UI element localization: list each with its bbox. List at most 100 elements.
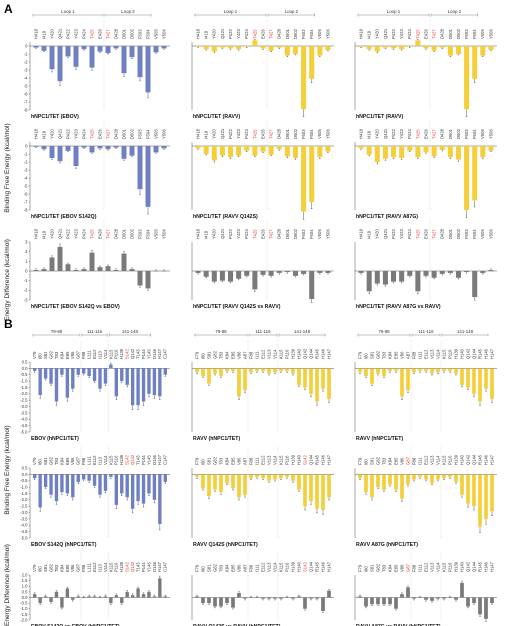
y-tick-label: -3: [24, 167, 28, 172]
residue-label: Y145: [146, 349, 151, 359]
residue-label: Y423: [399, 129, 404, 139]
bar: [113, 46, 119, 49]
residue-label: K84: [387, 351, 392, 359]
residue-label: Q421: [57, 28, 62, 39]
bar: [423, 271, 429, 276]
bar: [219, 474, 223, 493]
bar: [321, 474, 325, 510]
bar: [267, 368, 271, 374]
residue-label: E426: [260, 229, 265, 239]
bar: [97, 146, 103, 149]
residue-label: R145: [314, 348, 319, 359]
residue-label: V86: [70, 351, 75, 359]
bar: [472, 368, 476, 394]
bar: [33, 146, 39, 147]
residue-label: I419: [204, 130, 209, 139]
bar: [273, 368, 277, 373]
residue-label: I419: [41, 230, 46, 239]
bar: [153, 146, 159, 153]
bar: [382, 368, 386, 376]
bar: [317, 146, 323, 158]
bar: [207, 597, 211, 604]
bar: [103, 368, 108, 384]
bar: [325, 46, 331, 50]
residue-label: V113: [266, 562, 271, 572]
residue-label: Y506: [161, 129, 166, 139]
bar: [203, 46, 209, 50]
residue-label: P424: [407, 29, 412, 39]
bar: [376, 368, 380, 374]
residue-label: E112: [260, 562, 265, 572]
y-tick-label: 0.0: [22, 366, 28, 371]
bar: [301, 46, 307, 110]
panel-title: RAVV (hNPC1/TET): [356, 436, 403, 442]
bar: [147, 368, 151, 394]
residue-label: V505: [153, 29, 158, 39]
y-tick-label: -3.5: [20, 410, 28, 415]
residue-label: D501: [121, 28, 126, 39]
panel-title: RAVV Q142S vs RAVV (hNPC1/TET): [193, 624, 281, 626]
residue-label: Y423: [73, 29, 78, 39]
residue-label: E112: [92, 349, 97, 359]
bar: [147, 591, 151, 598]
bar: [478, 474, 482, 527]
group-label: 79-88: [378, 329, 390, 334]
chart-10: F79 I80 S81 G82 T83 K84 E85 V86 A87 F88 I111 E112 V1…: [191, 329, 334, 442]
residue-label: I419: [41, 30, 46, 39]
residue-label: I419: [367, 230, 372, 239]
residue-label: I111: [417, 564, 422, 572]
bar: [472, 271, 478, 298]
bar: [211, 271, 217, 282]
residue-label: H418: [195, 128, 200, 139]
residue-label: C147: [163, 454, 168, 465]
y-tick-label: -4.5: [20, 423, 28, 428]
bar: [228, 46, 234, 49]
residue-label: Y423: [236, 229, 241, 239]
residue-label: D428: [113, 128, 118, 139]
bar: [317, 46, 323, 56]
residue-label: F504: [309, 29, 314, 39]
residue-label: D502: [129, 128, 134, 139]
bar: [488, 46, 494, 50]
bar: [399, 46, 405, 50]
residue-label: V113: [266, 455, 271, 465]
y-tick-label: -2.0: [20, 497, 28, 502]
panel-title: RAVV (hNPC1/TET): [193, 436, 240, 442]
bar: [81, 474, 86, 480]
panel-label-b: B: [4, 317, 13, 331]
residue-label: V505: [317, 229, 322, 239]
bar: [480, 46, 486, 56]
bar: [374, 146, 380, 162]
residue-label: S142: [302, 455, 307, 465]
residue-label: Y423: [73, 229, 78, 239]
panel-title: RAVV A87G (hNPC1/TET): [356, 542, 418, 548]
bar: [285, 368, 289, 371]
group-label: Loop 2: [121, 9, 135, 14]
residue-label: P424: [81, 29, 86, 39]
bar: [399, 146, 405, 158]
y-tick-label: 0.5: [22, 589, 28, 594]
bar: [252, 146, 258, 156]
bar: [33, 270, 39, 271]
y-tick-label: -1.0: [20, 484, 28, 489]
bar: [137, 46, 143, 78]
residue-label: H146: [483, 561, 488, 572]
residue-label: F79: [357, 351, 362, 359]
residue-label: D501: [448, 228, 453, 239]
residue-label: I111: [254, 351, 259, 359]
bar: [89, 146, 95, 153]
residue-label: P424: [407, 229, 412, 239]
residue-label: V114: [272, 349, 277, 359]
residue-label: I80: [200, 459, 205, 465]
bar: [237, 474, 241, 498]
bar: [136, 588, 140, 598]
bar: [455, 146, 461, 160]
bar: [41, 46, 47, 51]
residue-label: T83: [218, 457, 223, 465]
residue-label: F504: [145, 29, 150, 39]
panel-title: hNPC1/TET (RAVV): [193, 114, 240, 120]
bar: [260, 146, 266, 152]
bar: [315, 474, 319, 509]
residue-label: C147: [163, 348, 168, 359]
residue-label: K115: [441, 562, 446, 572]
